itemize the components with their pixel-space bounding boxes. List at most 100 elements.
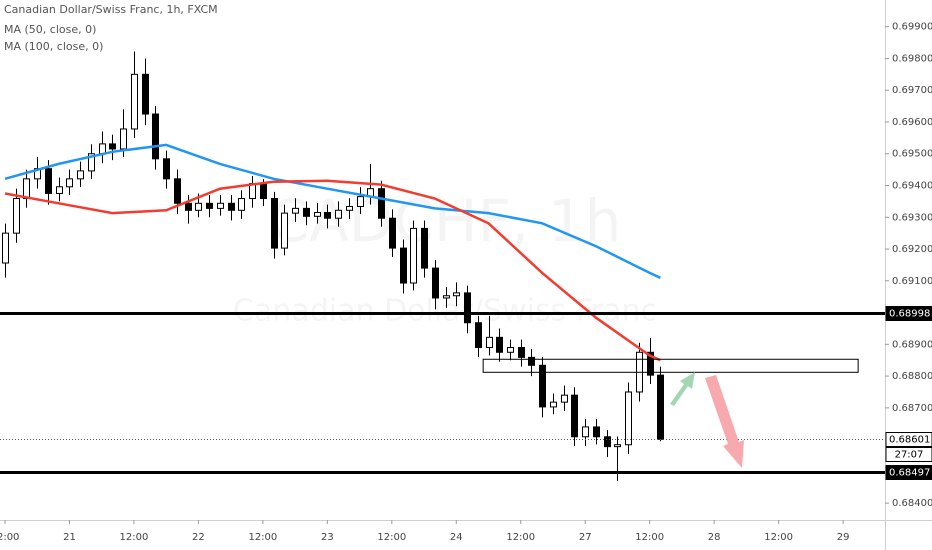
y-tick-label: 0.68700 [892, 403, 932, 414]
y-tick-label: 0.68900 [892, 339, 932, 350]
candle-body [432, 267, 439, 299]
price-level-tag [885, 465, 932, 480]
candle-body [238, 198, 245, 211]
candle-body [582, 426, 589, 438]
candle-body [507, 347, 514, 353]
candle-body [314, 212, 321, 217]
axes: 0.69900 0.69800 0.69700 0.69600 0.69500 0.694… [0, 22, 932, 543]
candle-body [604, 436, 611, 448]
candle-body [539, 364, 546, 408]
y-tick-label: 0.69800 [892, 53, 932, 64]
candle-body [593, 426, 600, 438]
x-tick-label: 22 [192, 532, 205, 543]
x-tick-label: 21 [63, 532, 76, 543]
candle-body [571, 394, 578, 438]
indicator-label: MA (50, close, 0) [4, 23, 96, 36]
y-tick-label: 0.68800 [892, 371, 932, 382]
x-tick-label: 24 [450, 532, 463, 543]
price-level-tag [885, 432, 932, 447]
candle-body [206, 202, 213, 209]
candle-body [131, 73, 138, 130]
watermark: CADCHF, 1h [269, 187, 622, 255]
y-tick-label: 0.69700 [892, 85, 932, 96]
candle-body [77, 170, 84, 180]
candle-body [13, 198, 20, 234]
candle-body [260, 183, 267, 200]
x-tick-label: 12:00 [635, 532, 664, 543]
x-tick-label: 27 [579, 532, 592, 543]
x-tick-label: 23 [321, 532, 334, 543]
chart-title: Canadian Dollar/Swiss Franc, 1h, FXCM [4, 3, 218, 16]
candle-body [228, 202, 235, 211]
countdown-label: 27:07 [895, 450, 924, 461]
x-tick-label: 12:00 [120, 532, 149, 543]
candle-body [625, 391, 632, 446]
candle-body [647, 351, 654, 376]
candle-body [657, 374, 664, 440]
y-tick-label: 0.69300 [892, 212, 932, 223]
watermark-subtitle: Canadian Dollar/Swiss Franc [233, 294, 657, 329]
down-arrow [705, 375, 744, 468]
price-level-tag [885, 306, 932, 321]
candle-body [324, 212, 331, 219]
y-tick-label: 0.69900 [892, 22, 932, 33]
candle-body [475, 322, 482, 349]
candle-body [66, 178, 73, 188]
x-tick-label: 12:00 [506, 532, 535, 543]
candle-body [292, 207, 299, 214]
price-level-label: 0.68601 [889, 435, 930, 446]
candle-body [378, 188, 385, 219]
candle-body [174, 178, 181, 204]
countdown-tag [885, 447, 932, 462]
candle-body [400, 247, 407, 284]
candle-body [486, 336, 493, 349]
candle-body [152, 113, 159, 160]
candle-body [518, 347, 525, 358]
candle-body [421, 227, 428, 269]
candle-body [464, 292, 471, 324]
candle-body [45, 168, 52, 194]
x-tick-label: 28 [708, 532, 721, 543]
x-tick-label: 12:00 [764, 532, 793, 543]
y-tick-label: 0.69400 [892, 181, 932, 192]
candle-body [346, 205, 353, 211]
candle-body [163, 158, 170, 180]
candle-body [23, 178, 30, 200]
y-tick-label: 0.69100 [892, 276, 932, 287]
candle-body [453, 292, 460, 297]
candle-body [120, 128, 127, 150]
y-tick-label: 0.69200 [892, 244, 932, 255]
candle-body [443, 295, 450, 299]
candle-body [142, 73, 149, 115]
y-tick-label: 0.69600 [892, 117, 932, 128]
candle-body [281, 212, 288, 249]
candle-body [357, 196, 364, 207]
x-tick-label: 12:00 [248, 532, 277, 543]
candle-body [389, 217, 396, 249]
x-tick-label: 29 [837, 532, 850, 543]
candle-body [271, 198, 278, 249]
candle-body [410, 227, 417, 284]
y-tick-label: 0.69500 [892, 149, 932, 160]
candle-body [303, 207, 310, 217]
moving-average-line [4, 179, 661, 362]
indicator-label: MA (100, close, 0) [4, 40, 103, 53]
zone-box [482, 358, 859, 373]
candle-body [217, 202, 224, 209]
candle-body [550, 401, 557, 408]
candle-body [109, 143, 116, 150]
candle-body [335, 209, 342, 219]
candle-body [561, 394, 568, 403]
candle-body [2, 232, 9, 264]
candle-body [56, 186, 63, 194]
plot-area [0, 51, 885, 481]
annotations [670, 372, 744, 468]
price-level-label: 0.68998 [889, 309, 930, 320]
candle-body [99, 143, 106, 155]
moving-average-line [4, 143, 661, 280]
price-level-label: 0.68497 [889, 468, 930, 479]
up-arrow [670, 372, 695, 406]
candle-body [185, 202, 192, 211]
